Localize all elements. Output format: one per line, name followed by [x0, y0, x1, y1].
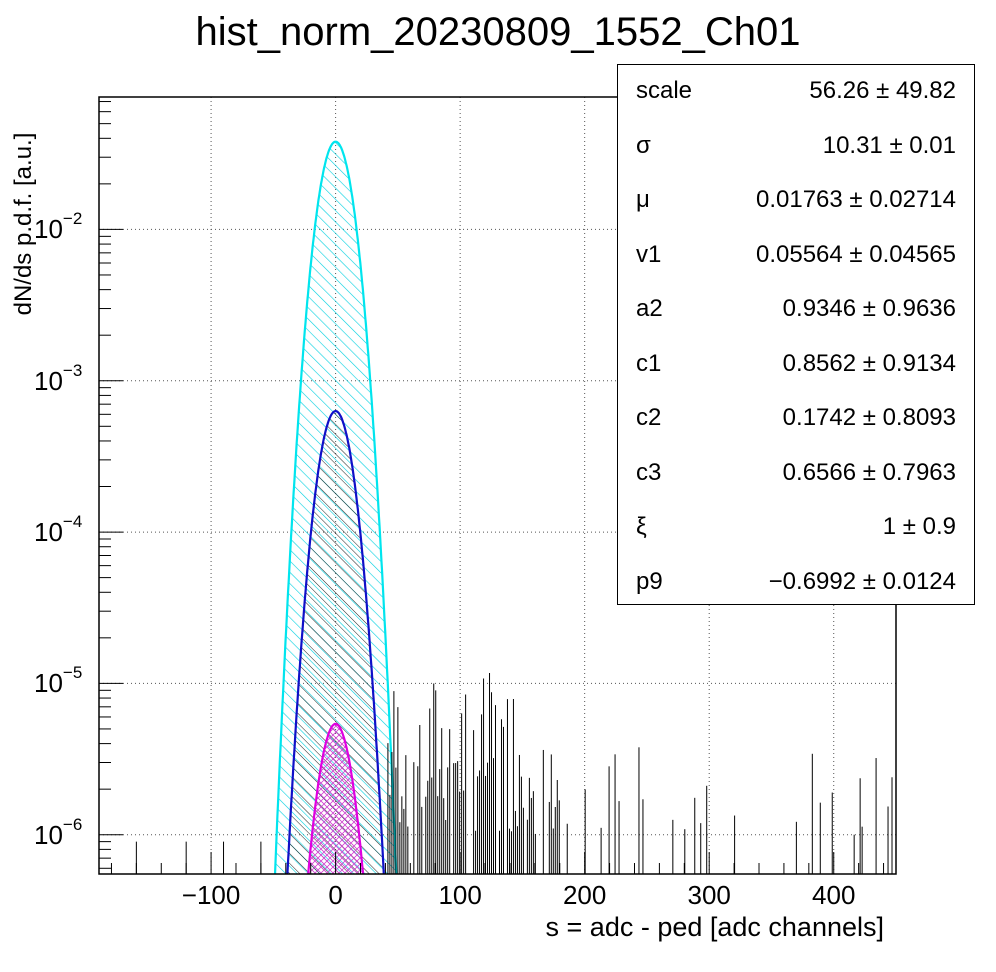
y-tick-label: 10−4 [34, 512, 83, 547]
x-tick-label: 0 [328, 880, 343, 910]
chart-title: hist_norm_20230809_1552_Ch01 [195, 10, 801, 54]
y-tick-label: 10−2 [34, 209, 83, 245]
stat-name: σ [636, 131, 651, 159]
stat-value: 0.6566 ± 0.7963 [782, 458, 956, 486]
stat-value: 0.01763 ± 0.02714 [755, 186, 956, 213]
series-line-total-fit [273, 140, 398, 874]
series-line-component-2 [307, 722, 365, 874]
x-axis-label: s = adc - ped [adc channels] [545, 912, 884, 942]
stat-row: ξ 1 ± 0.9 [618, 501, 974, 555]
stat-row: σ 10.31 ± 0.01 [618, 120, 974, 174]
stat-row: c1 0.8562 ± 0.9134 [618, 338, 974, 392]
stat-name: a2 [636, 295, 663, 322]
stat-value: 1 ± 0.9 [882, 513, 956, 540]
y-tick-label: 10−6 [34, 814, 83, 850]
stat-name: c3 [636, 458, 662, 486]
fit-statistics-box: scale 56.26 ± 49.82 σ 10.31 ± 0.01 μ 0.01763 … [617, 64, 975, 605]
stat-name: μ [636, 186, 650, 213]
stat-row: a2 0.9346 ± 0.9636 [618, 283, 974, 337]
stat-value: 0.1742 ± 0.8093 [782, 404, 956, 431]
x-tick-label: 200 [562, 880, 607, 910]
series-fill-component-1 [287, 411, 384, 874]
stat-value: 0.05564 ± 0.04565 [755, 240, 956, 268]
stat-name: ξ [636, 513, 647, 540]
stat-row: c2 0.1742 ± 0.8093 [618, 392, 974, 446]
stat-name: c2 [636, 404, 662, 431]
stat-value: 0.8562 ± 0.9134 [782, 349, 956, 377]
stat-value: 56.26 ± 49.82 [809, 77, 956, 104]
stat-row: scale 56.26 ± 49.82 [618, 65, 974, 119]
y-tick-label: 10−5 [34, 663, 83, 699]
x-tick-label: 400 [812, 880, 856, 910]
x-tick-label: 100 [438, 880, 482, 910]
stat-name: c1 [636, 349, 662, 377]
stat-name: v1 [636, 240, 662, 268]
y-tick-label: 10−3 [34, 360, 83, 396]
stat-value: 10.31 ± 0.01 [822, 131, 956, 159]
stat-row: μ 0.01763 ± 0.02714 [618, 174, 974, 228]
stat-name: scale [636, 77, 693, 104]
series-line-component-1 [286, 410, 385, 874]
stat-name: p9 [636, 567, 663, 595]
stat-row: p9 −0.6992 ± 0.0124 [618, 556, 974, 610]
x-tick-label: 300 [687, 880, 731, 910]
stat-value: −0.6992 ± 0.0124 [768, 567, 956, 595]
stat-row: c3 0.6566 ± 0.7963 [618, 447, 974, 501]
x-tick-label: −100 [181, 880, 241, 910]
axis-ticks [99, 101, 885, 874]
stat-row: v1 0.05564 ± 0.04565 [618, 229, 974, 283]
stat-value: 0.9346 ± 0.9636 [782, 295, 956, 322]
